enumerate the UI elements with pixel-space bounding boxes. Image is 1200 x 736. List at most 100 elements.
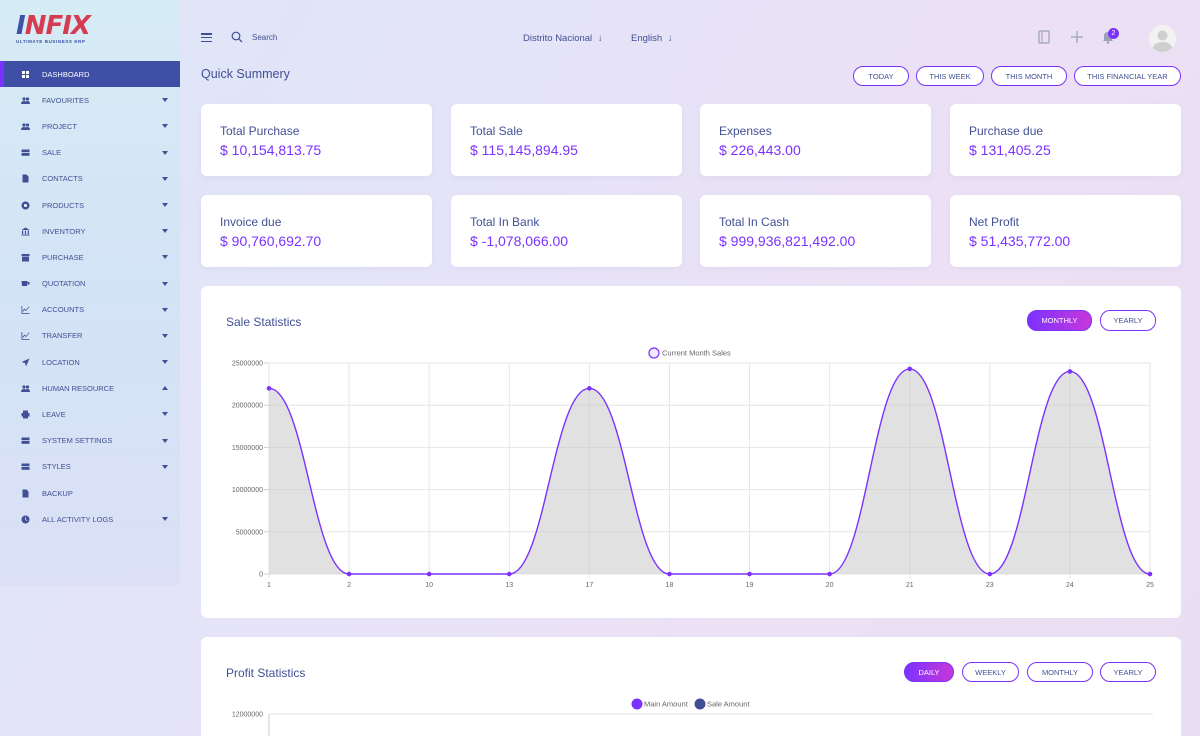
legend-item: Sale Amount [694,698,750,710]
filter-this-week-button[interactable]: THIS WEEK [916,66,984,86]
sidebar-item-label: TRANSFER [42,331,83,341]
sidebar-item-dashboard[interactable]: DASHBOARD [0,61,180,88]
chevron-down-icon[interactable] [162,438,168,443]
sidebar-item-label: FAVOURITES [42,95,89,105]
x-tick-label: 20 [826,582,834,589]
users-icon [20,121,30,131]
sidebar-item-human-resource[interactable]: HUMAN RESOURCE [0,375,180,401]
profit-chart: Main Amount Sale Amount 12000000 [232,698,1153,736]
chevron-down-icon[interactable] [162,307,168,312]
tab-yearly[interactable]: YEARLY [1100,662,1156,682]
x-tick-label: 2 [347,582,351,589]
notification-badge: 2 [1108,28,1119,39]
chevron-down-icon[interactable] [162,464,168,469]
data-point [266,386,272,391]
card-value: $ 115,145,894.95 [470,142,578,158]
file-icon [20,174,30,184]
users-icon [20,95,30,105]
sidebar-item-label: BACKUP [42,488,73,498]
profit-statistics-title: Profit Statistics [226,666,306,680]
sidebar-item-products[interactable]: PRODUCTS [0,192,180,218]
sidebar-item-quotation[interactable]: QUOTATION [0,271,180,297]
summary-card: Total Sale $ 115,145,894.95 [451,104,682,176]
x-tick-label: 24 [1066,582,1074,589]
sidebar-item-label: CONTACTS [42,174,83,184]
sidebar-item-leave[interactable]: LEAVE [0,401,180,427]
filter-this-month-button[interactable]: THIS MONTH [991,66,1067,86]
chevron-down-icon[interactable] [162,229,168,234]
chevron-down-icon[interactable] [162,124,168,129]
x-tick-label: 13 [505,582,513,589]
sidebar: INFIX ULTIMATE BUSINESS ERP DASHBOARD FAV… [0,0,180,585]
plus-icon[interactable] [1069,29,1085,45]
chevron-down-icon[interactable] [162,412,168,417]
filter-financial-year-button[interactable]: THIS FINANCIAL YEAR [1074,66,1181,86]
filter-today-button[interactable]: TODAY [853,66,909,86]
cup-icon [20,279,30,289]
card-label: Total Sale [470,124,523,138]
series-area [269,368,1150,574]
sidebar-item-accounts[interactable]: ACCOUNTS [0,297,180,323]
tab-monthly[interactable]: MONTHLY [1027,310,1092,331]
chevron-down-icon[interactable] [162,202,168,207]
x-tick-label: 10 [425,582,433,589]
chevron-down-icon[interactable] [162,333,168,338]
sidebar-item-location[interactable]: LOCATION [0,349,180,375]
data-point [587,386,592,391]
x-tick-label: 21 [906,582,914,589]
menu-toggle-icon[interactable] [201,33,212,43]
chevron-down-icon[interactable] [162,98,168,103]
sidebar-item-label: HUMAN RESOURCE [42,383,115,393]
drawer-icon [20,462,30,472]
sidebar-item-system-settings[interactable]: SYSTEM SETTINGS [0,428,180,454]
sidebar-item-project[interactable]: PROJECT [0,113,180,139]
y-tick-label: 5000000 [236,529,263,536]
sidebar-item-label: STYLES [42,462,71,472]
chart-icon [20,331,30,341]
brand-logo[interactable]: INFIX ULTIMATE BUSINESS ERP [16,13,96,48]
logo-tagline: ULTIMATE BUSINESS ERP [16,39,86,44]
page-title: Quick Summery [201,67,290,81]
location-label: Distrito Nacional [523,33,593,44]
tab-daily[interactable]: DAILY [904,662,954,682]
summary-card: Total In Cash $ 999,936,821,492.00 [700,195,931,267]
sidebar-item-favourites[interactable]: FAVOURITES [0,87,180,113]
sidebar-item-all-activity-logs[interactable]: ALL ACTIVITY LOGS [0,506,180,532]
sidebar-item-styles[interactable]: STYLES [0,454,180,480]
card-value: $ -1,078,066.00 [470,233,569,249]
print-icon [20,410,30,420]
tab-weekly[interactable]: WEEKLY [962,662,1019,682]
search-input[interactable]: Search [252,33,278,42]
logo-wordmark: INFIX [16,13,96,39]
y-tick-label: 25000000 [232,361,263,368]
chevron-down-icon[interactable] [162,176,168,181]
sidebar-item-contacts[interactable]: CONTACTS [0,166,180,192]
location-select[interactable]: Distrito Nacional ↓ [523,33,603,44]
sidebar-item-label: LEAVE [42,410,66,420]
sidebar-item-transfer[interactable]: TRANSFER [0,323,180,349]
sidebar-item-backup[interactable]: BACKUP [0,480,180,506]
notebook-icon[interactable] [1036,29,1052,45]
language-select[interactable]: English ↓ [631,33,673,44]
chevron-up-icon[interactable] [162,386,168,391]
sidebar-item-inventory[interactable]: INVENTORY [0,218,180,244]
users-icon [20,383,30,393]
circle-icon [20,200,30,210]
tab-monthly[interactable]: MONTHLY [1027,662,1093,682]
x-tick-label: 17 [585,582,593,589]
sidebar-item-sale[interactable]: SALE [0,140,180,166]
chevron-down-icon[interactable] [162,517,168,522]
avatar[interactable] [1149,25,1176,52]
summary-card: Total Purchase $ 10,154,813.75 [201,104,432,176]
legend-swatch [648,347,660,359]
chevron-down-icon[interactable] [162,150,168,155]
search-icon[interactable] [231,31,243,43]
tab-yearly[interactable]: YEARLY [1100,310,1156,331]
card-label: Total In Bank [470,215,540,229]
chevron-down-icon[interactable] [162,360,168,365]
data-point [907,366,913,372]
chevron-down-icon[interactable] [162,281,168,286]
sidebar-item-purchase[interactable]: PURCHASE [0,244,180,270]
legend-swatch [694,698,706,710]
chevron-down-icon[interactable] [162,255,168,260]
